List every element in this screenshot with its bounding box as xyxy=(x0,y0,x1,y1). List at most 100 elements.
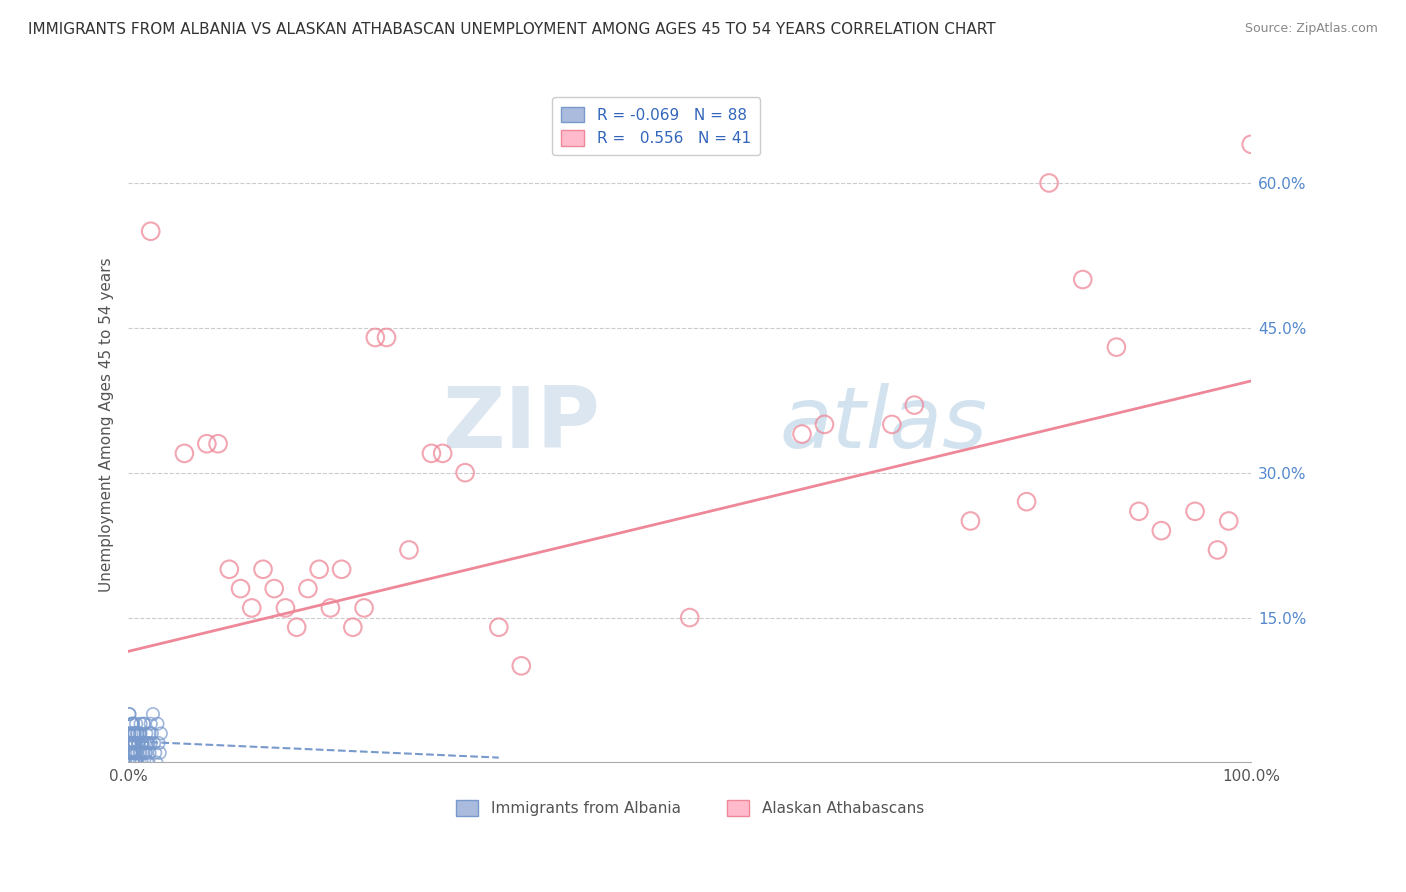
Point xyxy=(135,746,157,760)
Point xyxy=(1218,514,1240,528)
Point xyxy=(127,726,149,740)
Point xyxy=(120,736,142,750)
Point xyxy=(120,736,142,750)
Point xyxy=(1128,504,1150,518)
Point xyxy=(132,716,155,731)
Point xyxy=(1071,272,1094,286)
Point xyxy=(125,756,148,770)
Point xyxy=(121,716,143,731)
Point xyxy=(903,398,925,412)
Point xyxy=(132,736,155,750)
Point xyxy=(139,716,162,731)
Point xyxy=(132,716,155,731)
Point xyxy=(121,756,143,770)
Point xyxy=(146,716,169,731)
Point xyxy=(432,446,454,460)
Point xyxy=(330,562,353,576)
Point xyxy=(308,562,330,576)
Point xyxy=(131,756,153,770)
Point xyxy=(319,601,342,615)
Point xyxy=(148,736,170,750)
Point xyxy=(125,716,148,731)
Point xyxy=(138,746,160,760)
Point xyxy=(122,736,145,750)
Point xyxy=(120,746,142,760)
Point xyxy=(124,736,146,750)
Point xyxy=(274,601,297,615)
Point xyxy=(1150,524,1173,538)
Point xyxy=(122,736,145,750)
Point xyxy=(139,736,162,750)
Point xyxy=(145,756,167,770)
Point xyxy=(149,726,172,740)
Point xyxy=(132,746,155,760)
Point xyxy=(127,736,149,750)
Text: atlas: atlas xyxy=(779,383,987,466)
Point xyxy=(149,746,172,760)
Point xyxy=(122,726,145,740)
Point xyxy=(1038,176,1060,190)
Point xyxy=(120,736,142,750)
Point xyxy=(118,756,141,770)
Point xyxy=(207,436,229,450)
Point xyxy=(353,601,375,615)
Point xyxy=(138,726,160,740)
Point xyxy=(959,514,981,528)
Point xyxy=(142,707,165,722)
Point xyxy=(121,716,143,731)
Point xyxy=(122,736,145,750)
Point xyxy=(121,716,143,731)
Point xyxy=(131,736,153,750)
Y-axis label: Unemployment Among Ages 45 to 54 years: Unemployment Among Ages 45 to 54 years xyxy=(100,257,114,591)
Point xyxy=(138,756,160,770)
Point xyxy=(129,726,152,740)
Point xyxy=(143,736,166,750)
Point xyxy=(488,620,510,634)
Point xyxy=(342,620,364,634)
Legend: Immigrants from Albania, Alaskan Athabascans: Immigrants from Albania, Alaskan Athabas… xyxy=(450,794,929,822)
Point xyxy=(121,756,143,770)
Point xyxy=(454,466,477,480)
Point xyxy=(141,726,163,740)
Point xyxy=(128,726,150,740)
Point xyxy=(129,746,152,760)
Point xyxy=(297,582,319,596)
Point xyxy=(128,756,150,770)
Point xyxy=(120,746,142,760)
Point xyxy=(118,736,141,750)
Point xyxy=(127,746,149,760)
Text: ZIP: ZIP xyxy=(441,383,600,466)
Point xyxy=(128,746,150,760)
Point xyxy=(131,736,153,750)
Point xyxy=(139,224,162,238)
Point xyxy=(1105,340,1128,354)
Point xyxy=(679,610,702,624)
Point xyxy=(122,726,145,740)
Point xyxy=(218,562,240,576)
Point xyxy=(121,736,143,750)
Point xyxy=(135,726,157,740)
Point xyxy=(122,746,145,760)
Point xyxy=(195,436,218,450)
Point xyxy=(1184,504,1206,518)
Point xyxy=(790,427,813,442)
Point xyxy=(127,736,149,750)
Text: Source: ZipAtlas.com: Source: ZipAtlas.com xyxy=(1244,22,1378,36)
Point xyxy=(121,746,143,760)
Text: IMMIGRANTS FROM ALBANIA VS ALASKAN ATHABASCAN UNEMPLOYMENT AMONG AGES 45 TO 54 Y: IMMIGRANTS FROM ALBANIA VS ALASKAN ATHAB… xyxy=(28,22,995,37)
Point xyxy=(121,756,143,770)
Point xyxy=(375,330,398,344)
Point xyxy=(127,736,149,750)
Point xyxy=(813,417,835,432)
Point xyxy=(240,601,263,615)
Point xyxy=(880,417,903,432)
Point xyxy=(124,726,146,740)
Point xyxy=(118,726,141,740)
Point xyxy=(121,736,143,750)
Point xyxy=(127,726,149,740)
Point xyxy=(285,620,308,634)
Point xyxy=(121,716,143,731)
Point xyxy=(129,716,152,731)
Point xyxy=(121,726,143,740)
Point xyxy=(120,746,142,760)
